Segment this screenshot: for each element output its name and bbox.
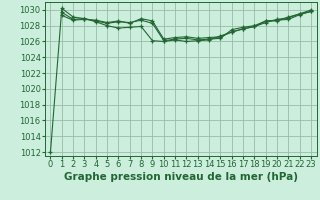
X-axis label: Graphe pression niveau de la mer (hPa): Graphe pression niveau de la mer (hPa): [64, 172, 298, 182]
